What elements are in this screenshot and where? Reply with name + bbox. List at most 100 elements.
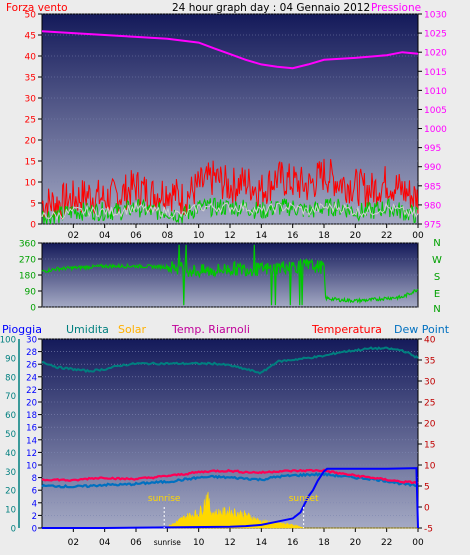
rain-tick-label: 12: [26, 449, 37, 459]
rain-tick-label: 26: [26, 361, 37, 371]
pressure-tick-label: 980: [424, 201, 441, 211]
rain-tick-label: 30: [26, 336, 37, 346]
wind-tick-label: 35: [25, 74, 36, 84]
rain-tick-label: 2: [32, 512, 37, 522]
pressure-tick-label: 1000: [424, 125, 447, 135]
wind-x-tick-label: 14: [256, 231, 268, 241]
pressure-tick-label: 1005: [424, 106, 447, 116]
pressure-tick-label: 1030: [424, 11, 447, 21]
wind-gust-line: [41, 158, 419, 220]
pressure-tick-label: 985: [424, 182, 441, 192]
temperature-tick-label: 10: [424, 462, 436, 472]
temperature-plot-area: [41, 338, 419, 529]
legend-heat-index: Temp. Riarnoli: [171, 323, 250, 336]
wind-x-tick-label: 12: [224, 231, 235, 241]
rain-tick-label: 6: [32, 487, 37, 497]
temperature-x-tick-label: sunrise: [154, 538, 181, 547]
rain-tick-label: 22: [26, 386, 37, 396]
wind-tick-label: 40: [25, 53, 37, 63]
pressure-tick-label: 995: [424, 144, 441, 154]
rain-tick-label: 28: [26, 348, 37, 358]
wind-tick-label: 30: [25, 95, 37, 105]
humidity-tick-label: 70: [5, 392, 16, 402]
wind-tick-label: 15: [25, 158, 36, 168]
humidity-tick-label: 100: [0, 336, 16, 346]
direction-tick-label: 360: [19, 240, 36, 250]
temperature-x-tick-label: 06: [130, 538, 142, 548]
sunset-label: sunset: [289, 494, 319, 504]
temperature-x-tick-label: 00: [412, 538, 424, 548]
wind-tick-label: 45: [25, 32, 36, 42]
rain-tick-label: 24: [26, 373, 37, 383]
pressure-tick-label: 1025: [424, 30, 447, 40]
legend-rain: Pioggia: [2, 323, 42, 336]
dew-point-line: [41, 472, 419, 489]
temperature-tick-label: 5: [424, 483, 430, 493]
temperature-tick-label: 40: [424, 336, 436, 346]
graph-title: 24 hour graph day : 04 Gennaio 2012: [172, 2, 370, 14]
humidity-tick-label: 30: [5, 468, 16, 478]
wind-x-tick-label: 06: [130, 231, 142, 241]
rain-tick-label: 14: [26, 436, 37, 446]
pressure-tick-label: 1020: [424, 49, 447, 59]
temperature-x-tick-label: 02: [68, 538, 79, 548]
compass-label: N: [433, 304, 440, 315]
temperature-tick-label: 0: [424, 504, 430, 514]
wind-x-tick-label: 16: [287, 231, 299, 241]
pressure-line: [41, 30, 419, 70]
wind-x-tick-label: 00: [412, 231, 424, 241]
humidity-tick-label: 50: [5, 430, 16, 440]
wind-x-tick-label: 20: [350, 231, 362, 241]
direction-plot-area: [41, 242, 419, 308]
legend-temperature: Temperatura: [311, 323, 382, 336]
rain-line: [42, 467, 419, 529]
legend-solar: Solar: [118, 323, 147, 336]
humidity-tick-label: 40: [5, 449, 16, 459]
temperature-x-tick-label: 04: [99, 538, 111, 548]
temperature-x-tick-label: 14: [256, 538, 268, 548]
wind-tick-label: 50: [25, 11, 37, 21]
humidity-line: [41, 346, 419, 375]
rain-tick-label: 10: [26, 462, 37, 472]
rain-tick-label: 16: [26, 424, 37, 434]
compass-label: W: [432, 255, 442, 266]
temperature-x-tick-label: 12: [224, 538, 235, 548]
wind-tick-label: 20: [25, 137, 37, 147]
direction-tick-label: 90: [25, 288, 37, 298]
direction-tick-label: 270: [19, 256, 36, 266]
temperature-x-tick-label: 18: [318, 538, 330, 548]
pressure-tick-label: 975: [424, 221, 441, 231]
humidity-tick-label: 10: [5, 506, 16, 516]
direction-tick-label: 180: [19, 272, 36, 282]
compass-label: N: [433, 238, 440, 249]
temperature-tick-label: 20: [424, 420, 436, 430]
legend-humidity: Umidita: [66, 323, 109, 336]
rain-tick-label: 0: [32, 525, 37, 535]
wind-tick-label: 10: [25, 179, 37, 189]
temperature-x-tick-label: 22: [381, 538, 392, 548]
temperature-x-tick-label: 10: [193, 538, 205, 548]
wind-mean-line: [41, 201, 419, 221]
temperature-tick-label: 35: [424, 357, 435, 367]
pressure-tick-label: 1010: [424, 87, 447, 97]
wind-x-tick-label: 10: [193, 231, 205, 241]
rain-temperature-panel: 0102030405060708090100024681012141618202…: [0, 336, 436, 549]
temperature-tick-label: 15: [424, 441, 435, 451]
temperature-tick-label: 25: [424, 399, 435, 409]
rain-tick-label: 4: [32, 499, 37, 509]
wind-tick-label: 5: [30, 200, 36, 210]
compass-label: S: [434, 272, 440, 283]
sunrise-label: sunrise: [148, 494, 181, 504]
wind-x-tick-label: 22: [381, 231, 392, 241]
wind-pressure-panel: 0510152025303540455097598098599099510001…: [25, 11, 448, 242]
temperature-x-tick-label: 16: [287, 538, 299, 548]
wind-x-tick-label: 04: [99, 231, 111, 241]
wind-plot-area: [41, 13, 419, 225]
wind-tick-label: 25: [25, 116, 36, 126]
pressure-tick-label: 1015: [424, 68, 447, 78]
wind-x-tick-label: 18: [318, 231, 330, 241]
temperature-x-tick-label: 20: [350, 538, 362, 548]
legend-dew-point: Dew Point: [394, 323, 450, 336]
compass-label: E: [434, 289, 440, 300]
